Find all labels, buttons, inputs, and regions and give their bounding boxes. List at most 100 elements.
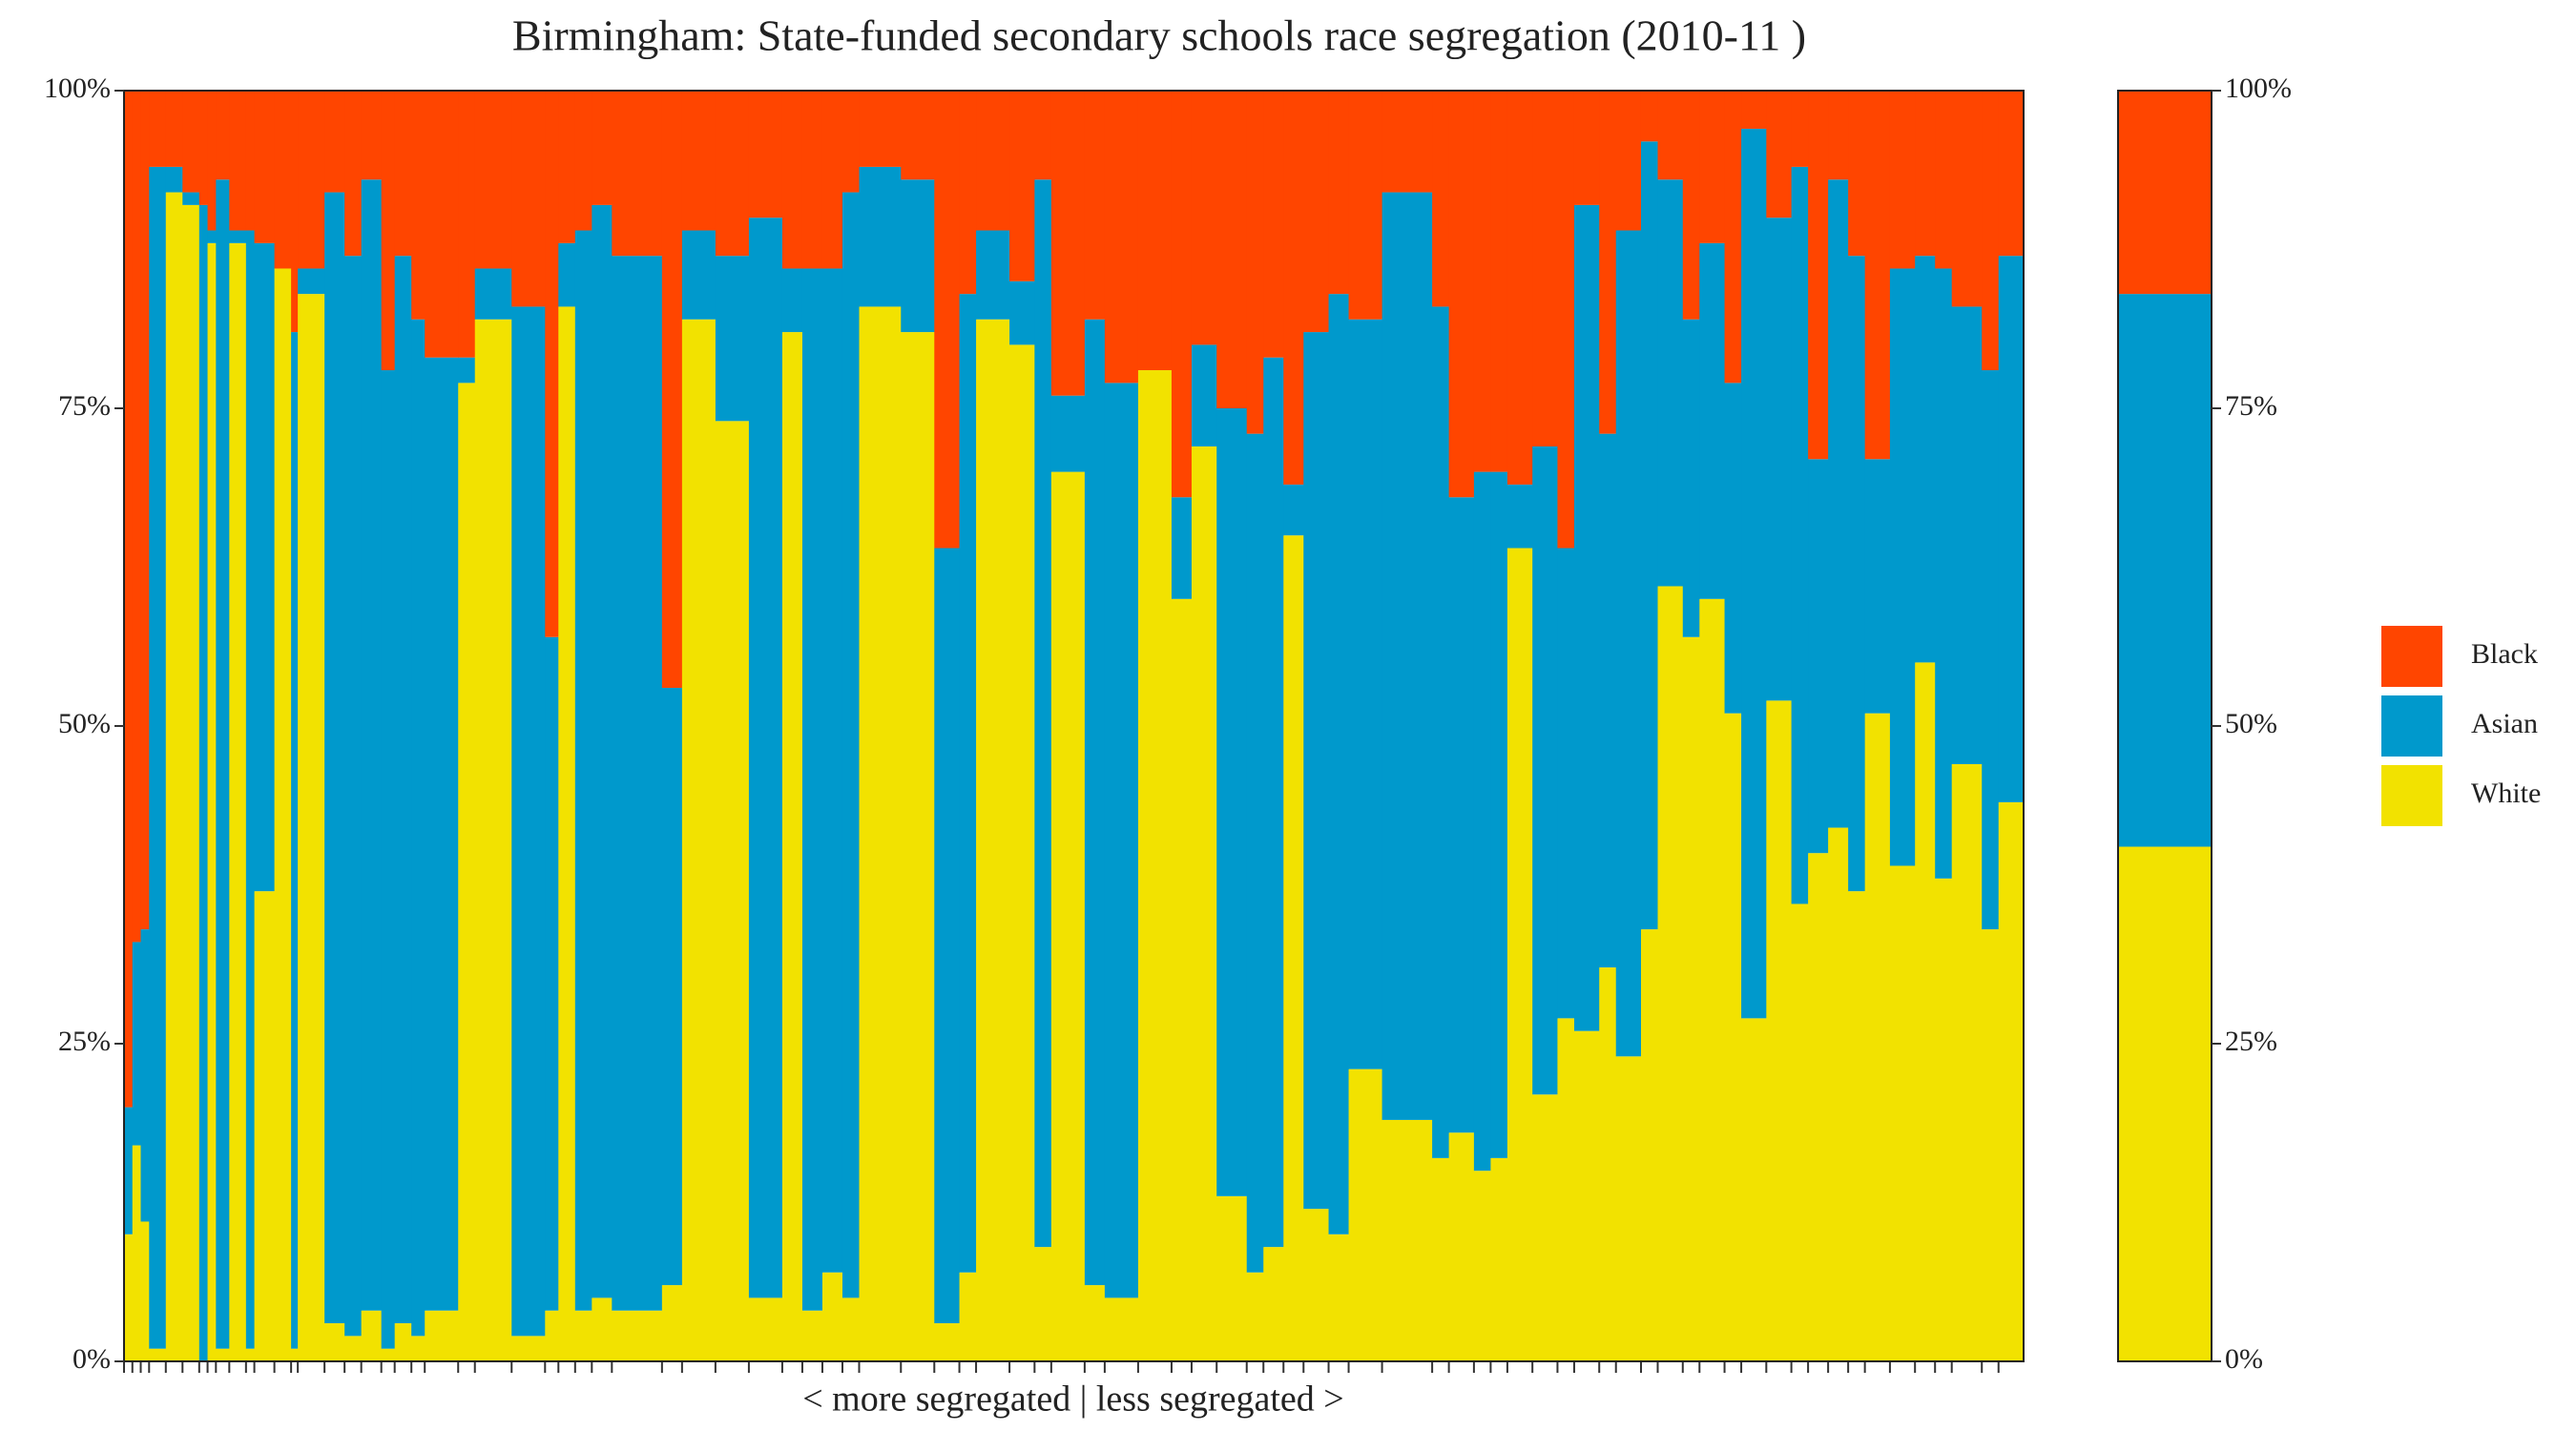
segment	[1766, 218, 1793, 701]
segment	[1084, 1285, 1106, 1361]
segment	[545, 636, 559, 1311]
segment	[801, 91, 823, 269]
segment	[474, 268, 512, 320]
segment	[1381, 91, 1433, 193]
segment	[344, 256, 363, 1337]
segment	[229, 91, 247, 231]
segment	[781, 332, 803, 1362]
segment	[1935, 91, 1953, 269]
segment	[132, 942, 142, 1146]
segment	[1657, 179, 1684, 587]
segment	[1848, 256, 1866, 892]
segment	[1791, 91, 1809, 167]
segment	[1473, 471, 1491, 1172]
segment	[165, 166, 183, 193]
y-tick-label: 0%	[73, 1343, 111, 1375]
segment	[1034, 1247, 1052, 1361]
segment	[1009, 280, 1035, 345]
segment	[1915, 91, 1936, 257]
segment	[1982, 370, 2000, 930]
y-tick-label-right: 50%	[2225, 708, 2277, 739]
segment	[681, 319, 717, 1361]
segment	[394, 91, 412, 257]
segment	[748, 91, 783, 218]
segment	[1303, 1209, 1330, 1361]
segment	[901, 91, 935, 180]
segment	[1848, 91, 1866, 257]
segment	[394, 1323, 412, 1361]
segment	[821, 268, 843, 1273]
segment	[1448, 497, 1475, 1133]
segment	[1889, 268, 1916, 866]
segment	[748, 1297, 783, 1361]
segment	[216, 91, 230, 180]
segment	[254, 91, 276, 243]
segment	[274, 268, 292, 1362]
segment	[1432, 1157, 1450, 1361]
segment	[1766, 700, 1793, 1361]
legend-label: White	[2471, 778, 2541, 809]
segment	[959, 1272, 977, 1361]
segment	[324, 1323, 345, 1361]
segment	[1864, 459, 1891, 714]
segment	[1283, 91, 1304, 485]
segment	[381, 370, 396, 1349]
segment	[821, 1272, 843, 1361]
segment	[1303, 91, 1330, 333]
segment	[1599, 967, 1617, 1361]
segment	[1490, 1157, 1508, 1361]
y-tick-label: 50%	[58, 708, 111, 739]
segment	[1263, 91, 1284, 358]
segment	[1557, 548, 1575, 1019]
segment	[1104, 1297, 1139, 1361]
segment	[291, 1348, 299, 1361]
segment	[841, 1297, 860, 1361]
segment	[229, 242, 247, 1362]
segment	[1490, 471, 1508, 1158]
segment	[1216, 91, 1248, 408]
segment	[1328, 294, 1350, 1234]
segment	[1935, 268, 1953, 879]
segment	[1951, 91, 1983, 307]
segment	[298, 294, 325, 1361]
segment	[1557, 1018, 1575, 1361]
segment	[1532, 446, 1558, 1095]
segment	[458, 383, 476, 1361]
segment	[1473, 1171, 1491, 1361]
segment	[612, 1310, 663, 1361]
segment	[558, 306, 576, 1362]
segment	[1998, 91, 2025, 257]
segment	[1263, 1247, 1284, 1361]
segment	[1573, 91, 1600, 205]
y-tick-label: 75%	[58, 390, 111, 422]
segment	[1682, 319, 1700, 637]
segment	[976, 91, 1010, 231]
segment	[458, 357, 476, 384]
segment	[1741, 91, 1767, 129]
segment	[361, 91, 383, 180]
segment	[901, 332, 935, 1362]
segment	[216, 1348, 230, 1361]
segment	[1864, 91, 1891, 460]
segment	[1741, 128, 1767, 1019]
segment	[1889, 91, 1916, 269]
segment	[1682, 636, 1700, 1361]
segment	[1951, 763, 1983, 1361]
segment	[901, 179, 935, 333]
segment	[545, 1310, 559, 1361]
segment	[1828, 827, 1849, 1361]
segment	[1009, 91, 1035, 281]
segment	[574, 230, 592, 1311]
segment	[1381, 1119, 1433, 1361]
segment	[474, 319, 512, 1361]
segment	[1104, 91, 1139, 384]
segment	[165, 91, 183, 167]
segment	[1084, 319, 1106, 1286]
segment	[1448, 1132, 1475, 1361]
segment	[859, 306, 902, 1362]
segment	[1171, 497, 1193, 599]
segment	[425, 91, 459, 358]
segment	[1889, 865, 1916, 1361]
segment	[298, 268, 325, 295]
segment	[274, 91, 292, 269]
